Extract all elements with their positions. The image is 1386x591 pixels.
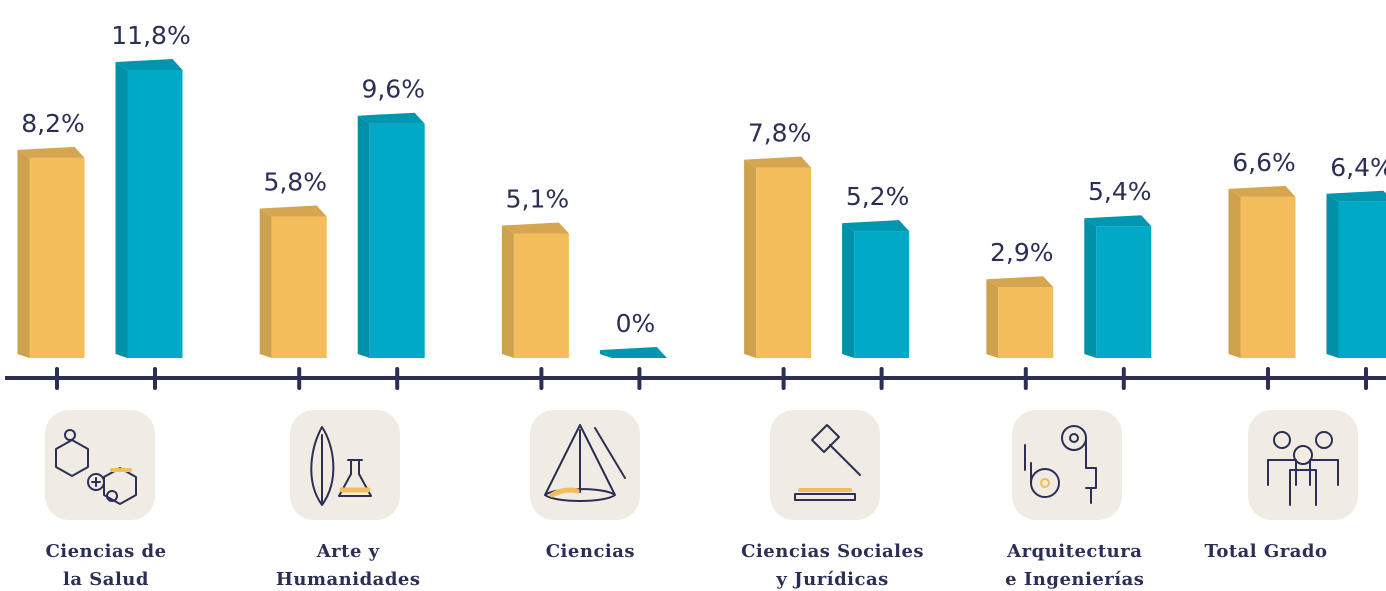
icon-bg [770, 410, 880, 520]
bar-side [259, 208, 272, 358]
bar-side [986, 279, 999, 358]
bar-top [17, 146, 85, 158]
value-label: 6,4% [1330, 153, 1386, 182]
bar-front [854, 231, 910, 358]
bar-top [1084, 215, 1152, 227]
bar-side [357, 115, 370, 358]
bar [842, 220, 910, 358]
bar-front [998, 287, 1054, 358]
icon-bg [45, 410, 155, 520]
bar-side [1326, 193, 1339, 358]
icon-leaf [310, 426, 372, 506]
bar [599, 347, 667, 358]
icon-bg [1012, 410, 1122, 520]
bar-side [1084, 218, 1097, 358]
category-label: Ciencias [545, 541, 636, 562]
category-label: Ciencias Sociales y Jurídicas [741, 541, 925, 590]
icon-molecule [55, 429, 137, 505]
category-label: Total Grado [1204, 541, 1328, 562]
bar-front [369, 123, 425, 358]
bar-top [599, 347, 667, 358]
bar [115, 59, 183, 358]
bar [1084, 215, 1152, 358]
bar-front [756, 167, 812, 358]
bar-side [1228, 188, 1241, 358]
bar [501, 222, 569, 358]
bar-top [501, 222, 569, 234]
bar-side [842, 223, 855, 358]
bar-front [1338, 201, 1386, 358]
bar-top [842, 220, 910, 232]
icons [45, 410, 1358, 520]
value-label: 5,2% [846, 182, 910, 211]
bar-top [986, 276, 1054, 288]
bar-front [513, 233, 569, 358]
bar-side [501, 225, 514, 358]
value-label: 5,1% [506, 185, 570, 214]
bar-top [1228, 185, 1296, 197]
bar [259, 205, 327, 358]
bar-side [17, 149, 30, 358]
bar-top [357, 112, 425, 124]
bar [17, 146, 85, 358]
value-label: 8,2% [21, 109, 85, 138]
value-label: 6,6% [1232, 148, 1296, 177]
value-label: 7,8% [748, 119, 812, 148]
bar-side [115, 62, 128, 358]
icon-cone [544, 424, 626, 502]
value-label: 11,8% [111, 21, 190, 50]
value-label: 9,6% [361, 75, 425, 104]
bar-top [259, 205, 327, 217]
bar [986, 276, 1054, 358]
bar-side [744, 159, 757, 358]
bar [744, 156, 812, 358]
bar-top [744, 156, 812, 168]
icon-pulley [1024, 425, 1097, 504]
icon-bg [530, 410, 640, 520]
category-label: Arquitectura e Ingenierías [1005, 541, 1145, 590]
category-label: Arte y Humanidades [275, 541, 421, 590]
icon-people [1267, 431, 1339, 506]
bar-front [29, 157, 85, 358]
category-label: Ciencias de la Salud [45, 541, 167, 590]
value-label: 2,9% [990, 238, 1054, 267]
bar [1228, 185, 1296, 358]
bar-front [271, 216, 327, 358]
bar-front [127, 70, 183, 358]
bar-top [1326, 190, 1386, 202]
icon-bg [290, 410, 400, 520]
bar-top [115, 59, 183, 70]
value-label: 0% [616, 309, 656, 338]
bar-front [1096, 226, 1152, 358]
icon-gavel [794, 424, 861, 501]
bar [357, 112, 425, 358]
value-label: 5,4% [1088, 177, 1152, 206]
bar [1326, 190, 1386, 358]
value-label: 5,8% [263, 167, 327, 196]
bar-front [1240, 196, 1296, 358]
